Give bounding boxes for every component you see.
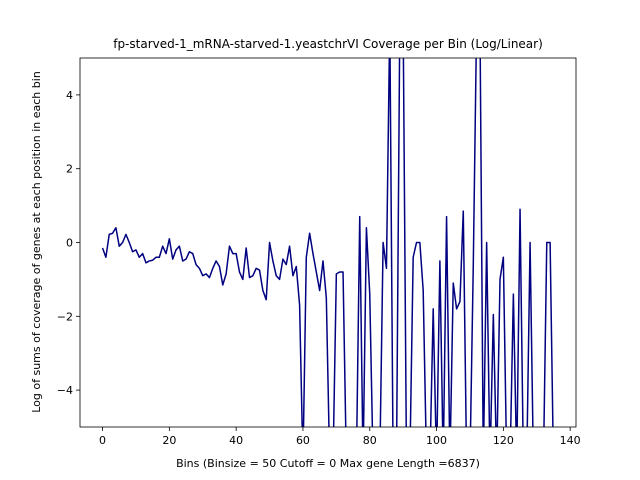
x-tick-label: 100 bbox=[426, 434, 447, 447]
y-tick-label: −2 bbox=[57, 310, 73, 323]
y-tick-label: 2 bbox=[66, 163, 73, 176]
y-tick-label: 0 bbox=[66, 237, 73, 250]
y-tick-label: −4 bbox=[57, 384, 73, 397]
x-tick-label: 40 bbox=[229, 434, 243, 447]
x-axis-ticks: 0 20 40 60 80 100 120 140 bbox=[99, 427, 581, 447]
y-axis-label: Log of sums of coverage of genes at each… bbox=[30, 71, 43, 413]
series-layer bbox=[101, 58, 554, 427]
series-line-0 bbox=[101, 58, 554, 427]
x-tick-label: 0 bbox=[99, 434, 106, 447]
chart-title: fp-starved-1_mRNA-starved-1.yeastchrVI C… bbox=[113, 37, 543, 51]
x-tick-label: 120 bbox=[493, 434, 514, 447]
x-tick-label: 80 bbox=[363, 434, 377, 447]
y-axis-ticks: −4 −2 0 2 4 bbox=[57, 89, 80, 397]
x-tick-label: 60 bbox=[296, 434, 310, 447]
y-tick-label: 4 bbox=[66, 89, 73, 102]
x-axis-label: Bins (Binsize = 50 Cutoff = 0 Max gene L… bbox=[176, 457, 480, 470]
x-tick-label: 140 bbox=[560, 434, 581, 447]
x-tick-label: 20 bbox=[162, 434, 176, 447]
